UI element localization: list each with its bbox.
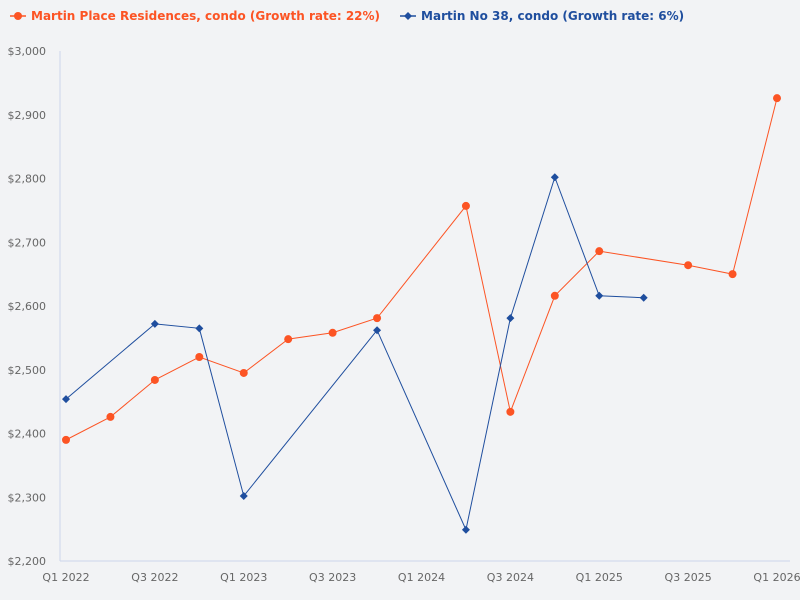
legend-circle-marker-icon bbox=[10, 12, 26, 20]
y-tick-label: $2,800 bbox=[8, 173, 47, 186]
data-point bbox=[595, 247, 604, 256]
legend-label: Martin Place Residences, condo (Growth r… bbox=[31, 9, 381, 23]
x-tick-label: Q1 2022 bbox=[42, 571, 89, 584]
data-point bbox=[284, 335, 293, 344]
data-point bbox=[373, 314, 382, 323]
data-point bbox=[106, 412, 115, 421]
data-point bbox=[373, 326, 382, 335]
legend-item-martin-no-38[interactable]: Martin No 38, condo (Growth rate: 6%) bbox=[400, 9, 684, 23]
data-point bbox=[684, 261, 693, 270]
y-tick-label: $2,700 bbox=[8, 236, 47, 249]
data-point bbox=[239, 368, 248, 377]
data-point bbox=[461, 201, 470, 210]
data-point bbox=[506, 314, 515, 323]
data-point bbox=[595, 291, 604, 300]
data-point bbox=[506, 407, 515, 416]
x-tick-label: Q1 2023 bbox=[220, 571, 267, 584]
data-point bbox=[150, 375, 159, 384]
y-tick-label: $2,600 bbox=[8, 300, 47, 313]
data-point bbox=[62, 395, 70, 404]
y-tick-label: $2,900 bbox=[8, 109, 47, 122]
data-point bbox=[239, 491, 248, 500]
y-tick-label: $2,200 bbox=[8, 555, 47, 568]
x-tick-label: Q3 2023 bbox=[309, 571, 356, 584]
legend-diamond-marker-icon bbox=[400, 12, 417, 20]
legend: Martin Place Residences, condo (Growth r… bbox=[10, 9, 684, 23]
y-tick-label: $2,500 bbox=[8, 364, 47, 377]
data-point bbox=[639, 293, 648, 302]
x-tick-label: Q3 2022 bbox=[131, 571, 178, 584]
data-point bbox=[328, 328, 337, 337]
y-tick-label: $2,300 bbox=[8, 491, 47, 504]
x-tick-label: Q3 2024 bbox=[487, 571, 534, 584]
x-tick-label: Q1 2025 bbox=[576, 571, 623, 584]
legend-item-martin-place[interactable]: Martin Place Residences, condo (Growth r… bbox=[10, 9, 380, 23]
legend-label: Martin No 38, condo (Growth rate: 6%) bbox=[421, 9, 685, 23]
data-point bbox=[195, 353, 204, 361]
x-tick-label: Q1 2024 bbox=[398, 571, 445, 584]
y-tick-label: $3,000 bbox=[8, 45, 47, 58]
data-point bbox=[550, 291, 559, 300]
data-point bbox=[728, 270, 737, 279]
data-point bbox=[461, 525, 470, 534]
data-point bbox=[773, 94, 781, 103]
x-tick-label: Q1 2026 bbox=[753, 571, 800, 584]
data-point bbox=[195, 324, 204, 333]
series-line-1 bbox=[65, 98, 778, 441]
y-tick-label: $2,400 bbox=[8, 428, 47, 441]
series-line-2 bbox=[65, 175, 644, 532]
data-point bbox=[550, 173, 559, 182]
data-point bbox=[150, 319, 159, 328]
x-tick-label: Q3 2025 bbox=[665, 571, 712, 584]
data-point bbox=[62, 435, 70, 444]
